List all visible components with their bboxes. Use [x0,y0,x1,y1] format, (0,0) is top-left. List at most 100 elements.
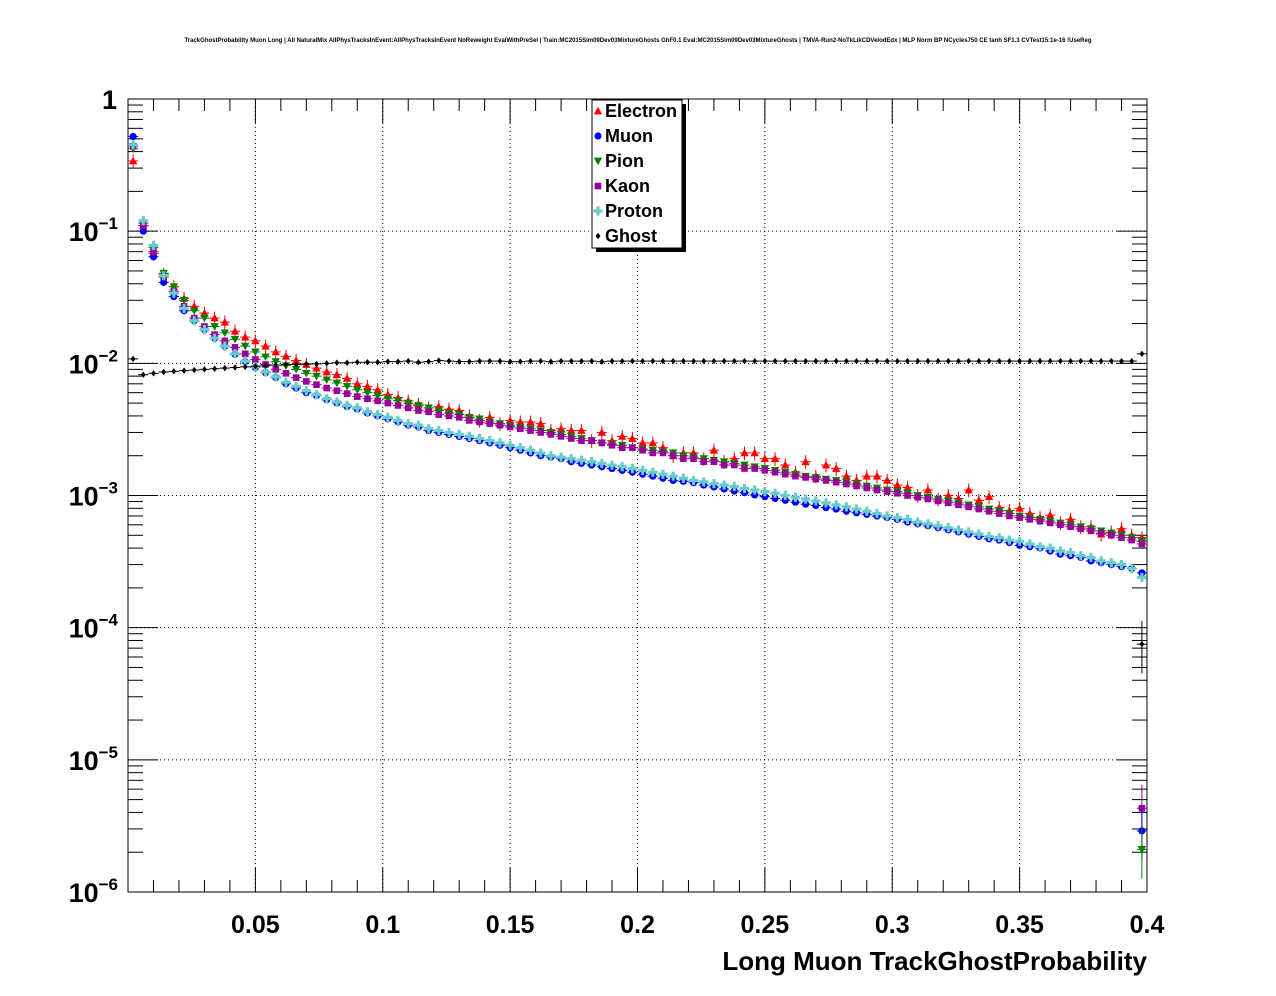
data-point [1055,546,1065,556]
data-point [608,441,616,449]
data-point [323,384,331,392]
data-point [680,455,687,462]
data-point [923,519,933,529]
data-point [638,465,648,475]
data-point [1057,521,1064,529]
data-point [884,357,890,365]
data-point [240,342,250,351]
data-point [913,517,923,527]
data-point [414,402,423,410]
data-point [303,360,309,368]
data-point [669,452,677,460]
data-point [202,366,207,373]
data-point [994,533,1004,543]
data-point [690,455,697,462]
data-point [302,369,311,378]
data-point [191,366,197,374]
data-point [1128,536,1136,544]
data-point [944,499,952,507]
data-point [964,527,974,537]
data-point [924,495,932,503]
x-axis-title: Long Muon TrackGhostProbability [722,946,1147,976]
data-point [701,357,707,365]
data-point [293,361,299,368]
data-point [668,471,678,481]
data-point [271,372,281,382]
data-point [984,531,994,542]
data-point [1139,350,1145,358]
data-point [720,461,728,469]
data-point [975,505,983,513]
data-point [393,397,403,406]
series-ghost [128,350,1147,378]
extra-point-ghost [1136,620,1147,674]
data-point [322,394,332,404]
data-point [576,455,586,465]
data-point [821,498,831,508]
data-point [731,461,738,469]
data-point [823,357,829,365]
data-point [965,503,972,511]
data-point [831,500,841,510]
data-point [852,504,862,514]
data-point [711,357,717,365]
data-point [273,361,279,369]
data-point [894,357,900,365]
data-point [140,371,146,378]
data-point [1137,572,1147,583]
data-point [230,335,240,344]
data-point [312,390,322,400]
data-point [222,364,228,372]
data-point [1086,552,1096,563]
data-point [811,496,821,506]
data-point [292,374,300,381]
legend-marker-electron [593,106,603,115]
y-tick-label: 10−3 [69,479,118,512]
data-point [750,448,759,457]
data-point [925,357,931,365]
data-point [139,227,147,235]
data-points [128,132,1147,879]
x-tick-label: 0.35 [995,911,1044,939]
data-point [200,308,209,317]
data-point [709,479,719,489]
data-point [261,341,270,350]
data-point [689,475,699,486]
data-point [130,355,136,363]
data-point [618,444,626,451]
extra-point-pion [1136,826,1147,879]
data-point [843,480,850,488]
data-point [199,324,209,335]
data-point [567,435,575,442]
data-point [1108,357,1114,365]
data-point [332,379,342,388]
data-point [648,467,658,477]
data-point [802,500,810,508]
data-point [903,514,913,524]
data-point [1006,512,1013,520]
chart-title: TrackGhostProbability Muon Long | All Na… [184,38,1091,44]
data-point [1098,357,1104,365]
data-point [464,431,474,442]
data-point [731,357,737,365]
data-point [721,357,727,365]
data-point [456,358,462,365]
data-point [557,433,565,440]
data-point [1088,357,1094,365]
data-point [169,283,179,291]
data-point [588,437,595,444]
data-point [403,418,413,429]
legend: Electron Muon Pion Kaon Proton Ghost [591,99,686,252]
data-point [822,477,830,484]
data-point [232,364,238,371]
data-point [943,523,953,533]
data-point [905,357,910,365]
data-point [1066,547,1076,558]
data-point [1007,357,1012,365]
data-point [579,357,584,365]
data-point [240,332,250,341]
data-point [1047,357,1053,365]
data-point [496,421,504,429]
data-point [324,360,330,367]
data-point [678,473,688,483]
